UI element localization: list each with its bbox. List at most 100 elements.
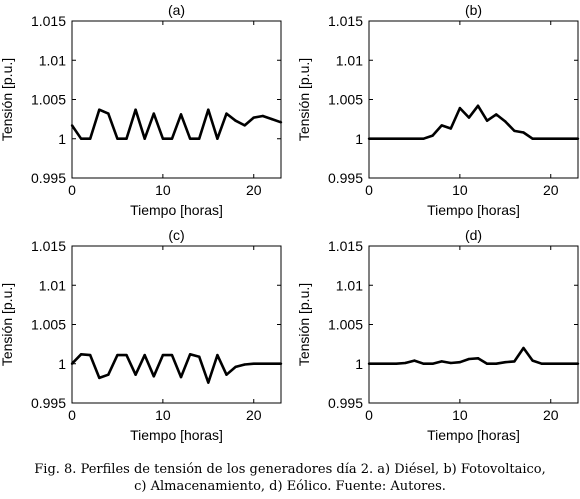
data-point-c: [143, 353, 146, 357]
data-point-c: [261, 362, 265, 365]
y-tick-label: 1.005: [31, 317, 66, 333]
data-point-a: [134, 108, 137, 111]
x-axis-label-b: Tiempo [horas]: [427, 202, 520, 218]
y-tick-label: 1.015: [328, 13, 363, 29]
y-tick-label: 1: [355, 356, 363, 372]
data-point-b: [404, 137, 407, 140]
data-point-d: [549, 362, 552, 365]
y-tick-label: 1.005: [328, 317, 363, 333]
panel-title-b: (b): [465, 2, 482, 18]
voltage-series-line-d: [369, 346, 578, 366]
plot-frame-a: [71, 20, 282, 179]
plot-frame-d: [368, 245, 579, 404]
x-axis-label-a: Tiempo [horas]: [130, 202, 223, 218]
y-tick-label: 1.01: [39, 52, 66, 68]
panel-title-c: (c): [168, 227, 184, 243]
data-point-b: [513, 129, 516, 133]
figure-caption: Fig. 8. Perfiles de tensión de los gener…: [0, 461, 580, 495]
data-point-a: [179, 113, 183, 116]
data-point-d: [504, 360, 507, 364]
data-point-a: [243, 124, 246, 127]
data-point-c: [270, 362, 274, 365]
data-point-b: [367, 137, 371, 140]
data-point-a: [170, 137, 174, 140]
data-point-d: [458, 360, 462, 364]
data-point-b: [413, 137, 416, 140]
data-point-d: [404, 361, 407, 365]
data-point-d: [376, 362, 380, 365]
y-tick-label: 1: [58, 131, 66, 147]
y-tick-label: 1.005: [328, 92, 363, 108]
data-point-b: [476, 104, 480, 107]
data-point-a: [234, 119, 237, 122]
data-point-a: [198, 137, 201, 140]
data-point-b: [440, 124, 443, 127]
data-point-c: [116, 353, 119, 357]
y-tick-label: 1: [58, 356, 66, 372]
data-point-d: [531, 359, 534, 362]
data-point-b: [522, 131, 525, 134]
data-point-c: [107, 373, 110, 376]
data-point-d: [467, 357, 471, 361]
data-point-a: [152, 112, 155, 115]
data-point-d: [495, 362, 498, 365]
data-point-b: [485, 119, 489, 122]
data-point-a: [252, 116, 255, 119]
data-point-b: [458, 106, 462, 110]
y-tick-label: 0.995: [31, 170, 66, 186]
data-point-a: [188, 137, 192, 140]
y-axis-label-b: Tensión [p.u.]: [296, 58, 312, 141]
data-point-c: [252, 362, 255, 365]
caption-line-2: c) Almacenamiento, d) Eólico. Fuente: Au…: [134, 479, 446, 494]
data-point-a: [125, 137, 128, 140]
data-point-c: [207, 381, 210, 384]
data-point-d: [413, 359, 416, 362]
data-point-b: [549, 137, 552, 140]
y-axis-label-c: Tensión [p.u.]: [0, 283, 15, 366]
data-point-a: [216, 137, 219, 140]
data-point-b: [531, 137, 534, 140]
data-point-a: [225, 112, 228, 115]
plot-frame-b: [368, 20, 579, 179]
data-point-d: [440, 360, 443, 363]
y-axis-label-d: Tensión [p.u.]: [296, 283, 312, 366]
data-point-a: [88, 137, 92, 140]
data-point-b: [567, 137, 571, 140]
data-point-c: [161, 353, 165, 357]
data-point-c: [179, 375, 183, 379]
data-point-a: [143, 137, 146, 140]
data-point-b: [376, 137, 380, 140]
x-tick-label: 0: [68, 182, 76, 198]
data-point-d: [513, 360, 516, 363]
data-point-c: [79, 353, 83, 356]
data-point-a: [107, 112, 110, 115]
data-point-d: [385, 362, 389, 365]
data-point-b: [422, 137, 425, 140]
data-point-d: [395, 362, 398, 365]
y-tick-label: 0.995: [328, 395, 363, 411]
data-point-c: [188, 353, 192, 356]
x-tick-label: 20: [246, 182, 262, 198]
data-point-d: [431, 362, 434, 365]
data-point-c: [98, 376, 101, 380]
data-point-d: [576, 362, 580, 365]
panel-title-a: (a): [168, 2, 185, 18]
x-axis-label-d: Tiempo [horas]: [427, 427, 520, 443]
data-point-c: [225, 373, 228, 376]
data-point-d: [567, 362, 571, 365]
data-point-d: [476, 357, 480, 360]
data-point-b: [540, 137, 543, 140]
voltage-series-line-c: [71, 352, 281, 384]
data-point-a: [161, 137, 165, 140]
y-tick-label: 1.005: [31, 92, 66, 108]
data-point-a: [70, 124, 74, 127]
x-tick-label: 0: [365, 182, 373, 198]
x-tick-label: 10: [155, 407, 171, 423]
x-tick-label: 20: [246, 407, 262, 423]
data-point-c: [243, 363, 246, 366]
x-axis-label-c: Tiempo [horas]: [130, 427, 223, 443]
x-tick-label: 10: [155, 182, 171, 198]
data-point-a: [261, 114, 265, 118]
data-point-d: [485, 362, 489, 365]
